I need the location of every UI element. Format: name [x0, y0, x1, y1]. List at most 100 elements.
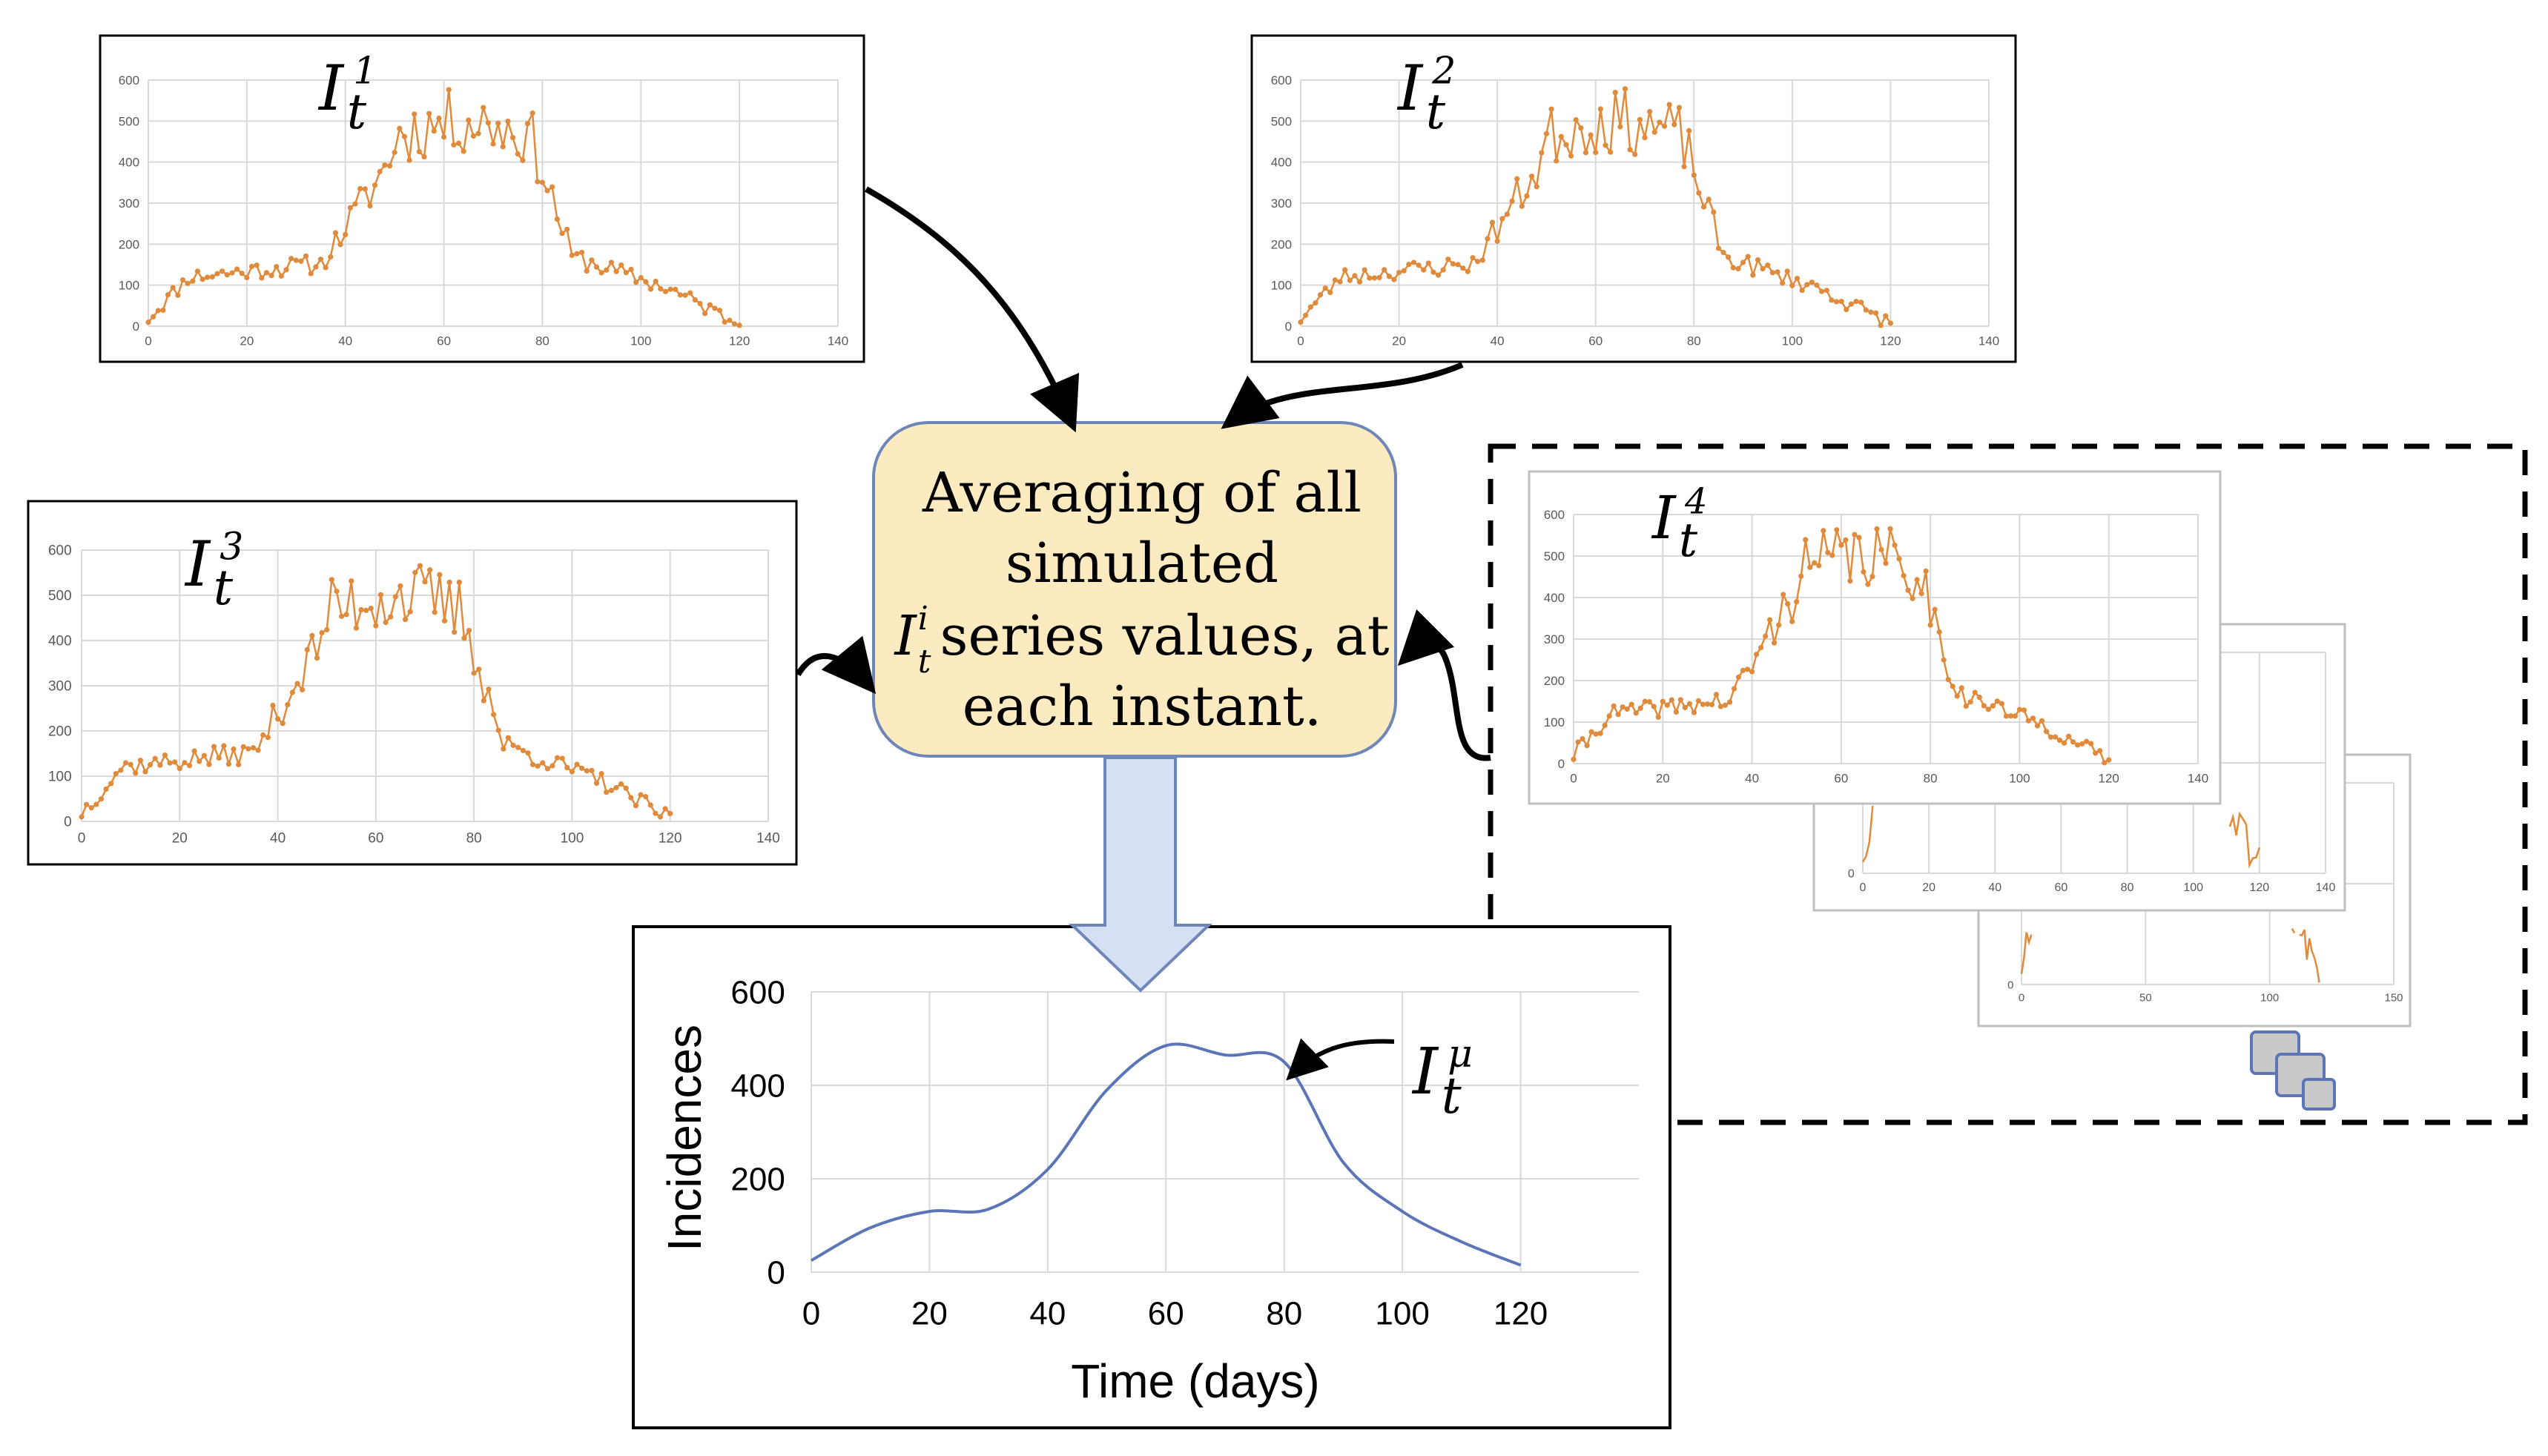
- data-point: [456, 579, 462, 585]
- data-point: [731, 321, 738, 327]
- data-point: [539, 179, 546, 185]
- data-point: [461, 635, 467, 641]
- series-label-subscript: t: [1679, 513, 1698, 567]
- y-tick-label: 300: [1544, 632, 1565, 646]
- data-point: [175, 292, 181, 298]
- data-point: [736, 322, 742, 328]
- data-point: [1666, 102, 1672, 107]
- y-tick-label: 100: [1544, 715, 1565, 729]
- data-point: [145, 320, 151, 325]
- data-point: [165, 292, 171, 298]
- data-point: [239, 271, 245, 277]
- simulation-chart-2: 0 20 40 60 80 100 120 140 0 100 200 300 400 500 600 I 2t: [1250, 34, 2017, 363]
- data-point: [2016, 707, 2023, 712]
- x-tick-label: 0: [1570, 772, 1577, 786]
- data-point: [363, 607, 369, 613]
- data-point: [662, 806, 668, 812]
- data-point: [1575, 739, 1581, 745]
- y-tick-label: 400: [1271, 156, 1292, 170]
- data-point: [702, 311, 708, 317]
- data-point: [633, 803, 639, 809]
- data-point: [1571, 756, 1577, 762]
- data-point: [1804, 282, 1810, 288]
- data-point: [293, 257, 299, 263]
- data-point: [108, 781, 114, 787]
- chart-frame: [1250, 34, 2017, 363]
- data-point: [564, 764, 570, 771]
- y-tick-label: 400: [730, 1068, 785, 1104]
- data-point: [529, 110, 535, 116]
- data-point: [437, 572, 443, 578]
- data-point: [1608, 149, 1614, 155]
- data-point: [162, 752, 168, 758]
- x-tick-label: 140: [2316, 881, 2336, 894]
- data-point: [304, 646, 310, 653]
- data-point: [1416, 262, 1422, 268]
- data-point: [263, 270, 270, 276]
- data-point: [236, 761, 242, 767]
- x-tick-label: 120: [2099, 772, 2119, 786]
- data-point: [1633, 710, 1639, 716]
- data-point: [417, 563, 423, 569]
- simulation-series-line: [2228, 811, 2261, 869]
- data-point: [1878, 546, 1884, 553]
- data-point: [2052, 734, 2059, 740]
- data-point: [367, 202, 373, 209]
- data-point: [1784, 268, 1790, 274]
- data-point: [412, 569, 418, 575]
- data-point: [544, 188, 550, 193]
- data-point: [1499, 216, 1505, 222]
- x-tick-label: 100: [2009, 772, 2030, 786]
- data-point: [1367, 275, 1373, 281]
- data-point: [1695, 698, 1701, 704]
- y-tick-label: 600: [1271, 73, 1292, 87]
- data-point: [245, 746, 251, 752]
- data-point: [313, 264, 319, 270]
- x-tick-label: 100: [1375, 1295, 1429, 1331]
- data-point: [1809, 279, 1815, 285]
- data-point: [1769, 270, 1775, 276]
- data-point: [1642, 135, 1648, 141]
- data-point: [1524, 193, 1530, 199]
- data-point: [216, 755, 222, 761]
- data-point: [1700, 204, 1707, 210]
- data-point: [1624, 706, 1630, 712]
- data-point: [1865, 581, 1871, 587]
- data-point: [1440, 267, 1446, 273]
- data-point: [314, 655, 320, 661]
- data-point: [1896, 556, 1902, 562]
- data-point: [84, 801, 90, 807]
- series-label-superscript: 2: [1431, 49, 1456, 93]
- series-label-subscript: t: [1426, 84, 1446, 140]
- data-point: [1664, 702, 1670, 708]
- data-point: [559, 231, 565, 236]
- data-point: [255, 747, 261, 753]
- data-point: [160, 307, 166, 314]
- data-point: [476, 666, 482, 672]
- data-point: [368, 605, 374, 612]
- data-point: [500, 144, 506, 150]
- data-point: [1994, 698, 2000, 704]
- data-point: [1602, 722, 1608, 729]
- x-tick-label: 100: [1782, 334, 1803, 348]
- x-tick-label: 20: [240, 334, 254, 348]
- data-point: [88, 805, 94, 811]
- y-tick-label: 100: [119, 279, 139, 293]
- data-point: [716, 308, 723, 314]
- series-superscript: i: [918, 600, 928, 638]
- data-point: [673, 286, 679, 292]
- data-point: [1584, 743, 1590, 749]
- data-point: [1749, 669, 1755, 675]
- series-values-text: series values, at: [940, 604, 1389, 668]
- data-point: [93, 801, 99, 807]
- y-tick-label: 0: [1558, 757, 1565, 771]
- data-point: [598, 770, 604, 777]
- x-tick-label: 60: [1148, 1295, 1184, 1331]
- y-tick-label: 100: [48, 770, 72, 785]
- data-point: [401, 133, 408, 139]
- data-point: [426, 110, 432, 116]
- data-point: [613, 784, 619, 791]
- data-point: [1669, 697, 1674, 703]
- data-point: [549, 184, 555, 190]
- data-point: [1410, 259, 1417, 265]
